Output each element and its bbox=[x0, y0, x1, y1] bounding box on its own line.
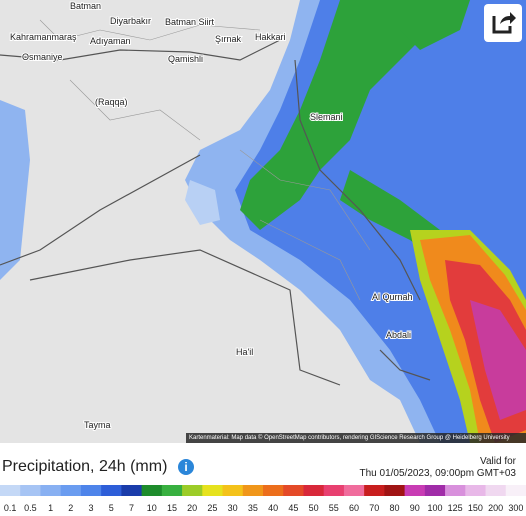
color-scale: 0.1 0.5 1 2 3 5 7 10 15 20 25 30 35 40 45 50 55 60 70 80 90 1… bbox=[0, 485, 526, 513]
place-label: Tayma bbox=[84, 420, 111, 430]
scale-label: 25 bbox=[207, 503, 217, 513]
scale-swatch bbox=[465, 485, 487, 496]
scale-swatch bbox=[364, 485, 385, 496]
scale-label: 10 bbox=[147, 503, 157, 513]
scale-swatch bbox=[404, 485, 426, 496]
scale-label: 45 bbox=[288, 503, 298, 513]
place-label: Şırnak bbox=[215, 34, 242, 44]
place-label: Al Qurnah bbox=[372, 292, 413, 302]
place-label: Ha'il bbox=[236, 347, 253, 357]
place-label: Adıyaman bbox=[90, 36, 131, 46]
scale-swatch bbox=[0, 485, 21, 496]
scale-label: 40 bbox=[268, 503, 278, 513]
scale-swatch bbox=[202, 485, 224, 496]
scale-swatch bbox=[263, 485, 284, 496]
valid-time: Valid for Thu 01/05/2023, 09:00pm GMT+03 bbox=[360, 456, 517, 480]
scale-label: 50 bbox=[309, 503, 319, 513]
scale-swatch bbox=[303, 485, 325, 496]
scale-label: 100 bbox=[427, 503, 442, 513]
share-button[interactable] bbox=[484, 4, 522, 42]
share-icon bbox=[492, 12, 516, 34]
place-label: Qamishli bbox=[168, 54, 203, 64]
place-label: Abdali bbox=[386, 330, 411, 340]
scale-swatch bbox=[40, 485, 62, 496]
place-label: Slemani bbox=[310, 112, 343, 122]
scale-swatch bbox=[424, 485, 446, 496]
place-label: Osmaniye bbox=[22, 52, 63, 62]
scale-swatch bbox=[121, 485, 143, 496]
place-labels: Batman Diyarbakır Batman Siirt Kahramanm… bbox=[9, 0, 414, 431]
scale-label: 200 bbox=[488, 503, 503, 513]
scale-label: 35 bbox=[248, 503, 258, 513]
scale-label: 5 bbox=[109, 503, 114, 513]
place-label: Batman bbox=[70, 1, 101, 11]
info-button[interactable]: i bbox=[178, 459, 194, 475]
scale-label: 30 bbox=[228, 503, 238, 513]
map: Batman Diyarbakır Batman Siirt Kahramanm… bbox=[0, 0, 526, 443]
scale-swatch bbox=[242, 485, 264, 496]
scale-label: 20 bbox=[187, 503, 197, 513]
scale-label: 60 bbox=[349, 503, 359, 513]
scale-label: 300 bbox=[508, 503, 523, 513]
scale-label: 70 bbox=[369, 503, 379, 513]
valid-datetime: Thu 01/05/2023, 09:00pm GMT+03 bbox=[359, 468, 517, 479]
scale-swatch bbox=[141, 485, 163, 496]
scale-swatch bbox=[222, 485, 244, 496]
scale-label: 15 bbox=[167, 503, 177, 513]
scale-label: 2 bbox=[68, 503, 73, 513]
scale-swatch bbox=[101, 485, 122, 496]
scale-swatch bbox=[182, 485, 203, 496]
attribution: Kartenmaterial: Map data © OpenStreetMap… bbox=[186, 433, 526, 443]
scale-swatch bbox=[384, 485, 406, 496]
place-label: Diyarbakır bbox=[110, 16, 151, 26]
place-label: Kahramanmaraş bbox=[10, 32, 77, 42]
legend-panel: Precipitation, 24h (mm) i Valid for Thu … bbox=[0, 443, 526, 516]
layer-title: Precipitation, 24h (mm) bbox=[2, 458, 168, 475]
scale-swatch bbox=[20, 485, 41, 496]
scale-label: 0.1 bbox=[4, 503, 17, 513]
scale-label: 0.5 bbox=[24, 503, 37, 513]
scale-swatch bbox=[283, 485, 304, 496]
place-label: Hakkari bbox=[255, 32, 286, 42]
scale-swatch bbox=[445, 485, 466, 496]
scale-swatch bbox=[80, 485, 102, 496]
scale-label: 7 bbox=[129, 503, 134, 513]
scale-label: 90 bbox=[410, 503, 420, 513]
scale-label: 3 bbox=[89, 503, 94, 513]
scale-label: 1 bbox=[48, 503, 53, 513]
scale-label: 125 bbox=[448, 503, 463, 513]
valid-label: Valid for bbox=[480, 456, 516, 467]
scale-swatch bbox=[161, 485, 183, 496]
scale-swatch bbox=[323, 485, 345, 496]
scale-label: 80 bbox=[389, 503, 399, 513]
scale-swatch bbox=[60, 485, 82, 496]
scale-swatch bbox=[485, 485, 507, 496]
scale-label: 150 bbox=[468, 503, 483, 513]
scale-swatch bbox=[343, 485, 365, 496]
scale-label: 55 bbox=[329, 503, 339, 513]
place-label: (Raqqa) bbox=[95, 97, 128, 107]
place-label: Batman Siirt bbox=[165, 17, 215, 27]
scale-swatch bbox=[505, 485, 526, 496]
